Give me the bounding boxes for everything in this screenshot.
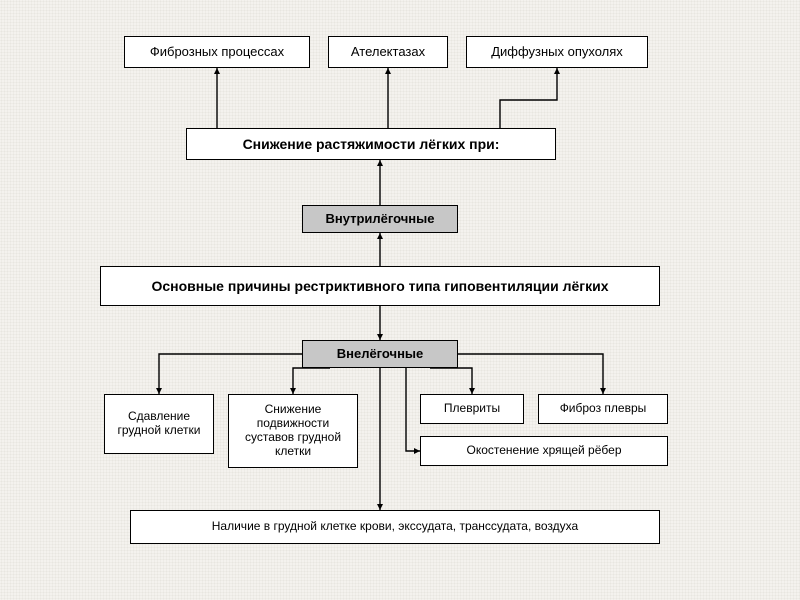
node-label: Диффузных опухолях [491, 45, 623, 60]
node-label: Основные причины рестриктивного типа гип… [151, 278, 608, 294]
node-n3: Диффузных опухолях [466, 36, 648, 68]
node-label: Внелёгочные [337, 347, 424, 362]
node-label: Ателектазах [351, 45, 425, 60]
node-n1: Фиброзных процессах [124, 36, 310, 68]
node-n12: Окостенение хрящей рёбер [420, 436, 668, 466]
node-n8: Сдавление грудной клетки [104, 394, 214, 454]
node-n5: Внутрилёгочные [302, 205, 458, 233]
node-label: Внутрилёгочные [325, 212, 434, 227]
node-label: Снижение подвижности суставов грудной кл… [233, 403, 353, 458]
edge-n7-n12 [406, 368, 420, 451]
node-label: Снижение растяжимости лёгких при: [243, 136, 500, 152]
node-label: Сдавление грудной клетки [109, 410, 209, 438]
edge-n7-n11 [448, 354, 603, 394]
node-label: Окостенение хрящей рёбер [467, 444, 622, 458]
edge-n7-n8 [159, 354, 312, 394]
node-n11: Фиброз плевры [538, 394, 668, 424]
node-n13: Наличие в грудной клетке крови, экссудат… [130, 510, 660, 544]
node-label: Наличие в грудной клетке крови, экссудат… [212, 520, 578, 534]
node-n6: Основные причины рестриктивного типа гип… [100, 266, 660, 306]
node-n10: Плевриты [420, 394, 524, 424]
node-label: Фиброзных процессах [150, 45, 284, 60]
edge-n4-n3 [500, 68, 557, 128]
node-n7: Внелёгочные [302, 340, 458, 368]
edge-n7-n10 [430, 368, 472, 394]
node-n4: Снижение растяжимости лёгких при: [186, 128, 556, 160]
diagram-canvas: Фиброзных процессах Ателектазах Диффузных … [0, 0, 800, 600]
node-label: Фиброз плевры [560, 402, 647, 416]
node-n2: Ателектазах [328, 36, 448, 68]
node-n9: Снижение подвижности суставов грудной кл… [228, 394, 358, 468]
node-label: Плевриты [444, 402, 500, 416]
edge-n7-n9 [293, 368, 330, 394]
